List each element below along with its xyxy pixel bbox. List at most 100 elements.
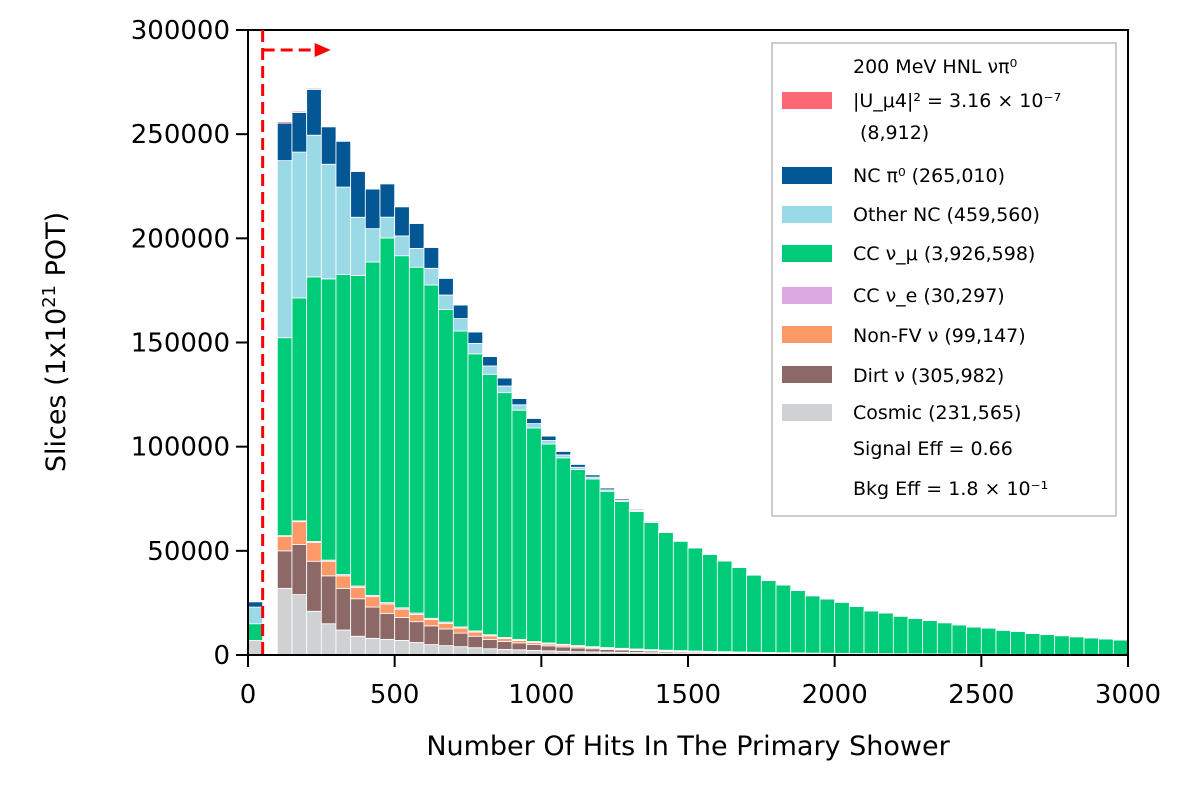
bar-cc-nu-mu-bin-43 bbox=[878, 612, 894, 655]
legend-signal-title: 200 MeV HNL νπ⁰ bbox=[853, 56, 1017, 78]
x-tick-label-0: 0 bbox=[240, 680, 257, 710]
bar-cc-nu-mu-bin-34 bbox=[746, 574, 762, 653]
legend: 200 MeV HNL νπ⁰ |U_μ4|² = 3.16 × 10⁻⁷ (8… bbox=[771, 42, 1117, 517]
bar-nc-pi0-bin-17 bbox=[496, 377, 513, 387]
bar-cc-nu-mu-bin-9 bbox=[379, 237, 396, 603]
bar-cosmic-bin-8 bbox=[364, 637, 381, 656]
bar-other-nc-bin-15 bbox=[467, 343, 484, 355]
bar-cosmic-bin-9 bbox=[379, 638, 396, 656]
bar-dirt-bin-8 bbox=[364, 606, 381, 639]
bar-non-fv-bin-4 bbox=[306, 542, 322, 562]
bar-cc-nu-mu-bin-26 bbox=[628, 511, 645, 650]
y-tick-label-0: 0 bbox=[213, 641, 230, 671]
bar-cc-nu-mu-bin-31 bbox=[702, 554, 718, 652]
bar-other-nc-bin-10 bbox=[394, 235, 410, 257]
bar-cc-nu-mu-bin-37 bbox=[790, 590, 806, 654]
bar-nc-pi0-bin-13 bbox=[438, 277, 454, 296]
x-tick-label-3: 1500 bbox=[655, 680, 721, 710]
bar-cc-nu-mu-bin-5 bbox=[320, 278, 337, 561]
bar-cc-nu-mu-bin-18 bbox=[511, 409, 528, 640]
bar-other-nc-bin-8 bbox=[364, 228, 381, 263]
bar-signal-hnl-bin-8 bbox=[364, 188, 381, 190]
bar-cc-nu-mu-bin-19 bbox=[526, 427, 542, 642]
bar-dirt-bin-23 bbox=[584, 648, 601, 653]
bar-cosmic-bin-10 bbox=[394, 640, 410, 656]
bar-cc-nu-mu-bin-2 bbox=[276, 337, 293, 537]
bar-signal-hnl-bin-6 bbox=[335, 140, 352, 142]
bar-signal-hnl-bin-2 bbox=[276, 121, 293, 124]
bar-dirt-bin-3 bbox=[291, 544, 308, 595]
legend-label-cc-numu: CC ν_μ (3,926,598) bbox=[853, 243, 1035, 265]
bar-non-fv-bin-9 bbox=[379, 603, 396, 614]
bar-cc-nu-mu-bin-30 bbox=[687, 547, 704, 652]
selection-cut bbox=[261, 30, 331, 655]
bar-cc-nu-mu-bin-24 bbox=[599, 490, 616, 648]
bar-cc-nu-mu-bin-17 bbox=[496, 392, 513, 638]
bar-other-nc-bin-4 bbox=[306, 134, 322, 278]
bar-cosmic-bin-3 bbox=[291, 594, 308, 656]
bar-cc-nu-mu-bin-12 bbox=[423, 284, 440, 619]
bar-cc-nu-mu-bin-13 bbox=[438, 309, 454, 623]
bar-cc-nu-mu-bin-55 bbox=[1054, 635, 1070, 655]
bar-cc-nu-mu-bin-29 bbox=[672, 540, 689, 652]
bar-other-nc-bin-3 bbox=[291, 151, 308, 299]
cut-arrow-head bbox=[314, 43, 331, 57]
bar-nc-pi0-bin-0 bbox=[247, 601, 264, 608]
x-tick-label-1: 500 bbox=[370, 680, 420, 710]
bar-cc-nu-mu-bin-54 bbox=[1039, 634, 1056, 655]
bar-dirt-bin-16 bbox=[482, 638, 498, 650]
bar-cc-nu-mu-bin-40 bbox=[834, 601, 850, 654]
bar-cc-nu-mu-bin-39 bbox=[819, 598, 836, 654]
x-tick-label-2: 1000 bbox=[508, 680, 574, 710]
bar-cc-nu-mu-bin-11 bbox=[408, 266, 425, 614]
bar-cc-nu-mu-bin-16 bbox=[482, 373, 498, 636]
y-tick-label-4: 200000 bbox=[131, 224, 230, 254]
bar-cc-nu-mu-bin-49 bbox=[966, 626, 982, 655]
bar-cc-nu-mu-bin-22 bbox=[570, 469, 586, 646]
legend-swatch-dirt bbox=[782, 366, 832, 383]
bar-other-nc-bin-6 bbox=[335, 186, 352, 275]
x-tick-label-4: 2000 bbox=[802, 680, 868, 710]
bar-cc-nu-mu-bin-38 bbox=[804, 595, 821, 654]
bar-non-fv-bin-10 bbox=[394, 608, 410, 618]
bar-cc-nu-mu-bin-57 bbox=[1083, 637, 1100, 655]
bar-nc-pi0-bin-19 bbox=[526, 417, 542, 424]
bar-non-fv-bin-17 bbox=[496, 638, 513, 642]
bar-cc-nu-mu-bin-33 bbox=[731, 567, 748, 653]
bar-non-fv-bin-8 bbox=[364, 596, 381, 608]
bar-dirt-bin-12 bbox=[423, 625, 440, 645]
bar-other-nc-bin-17 bbox=[496, 385, 513, 394]
bar-non-fv-bin-13 bbox=[438, 622, 454, 630]
bar-nc-pi0-bin-5 bbox=[320, 126, 337, 165]
bar-nc-pi0-bin-14 bbox=[452, 304, 469, 319]
bar-nc-pi0-bin-9 bbox=[379, 183, 396, 218]
bar-cc-nu-mu-bin-51 bbox=[995, 629, 1012, 655]
bar-cc-nu-mu-bin-28 bbox=[658, 532, 674, 651]
bar-nc-pi0-bin-3 bbox=[291, 112, 308, 153]
legend-label-non-fv: Non-FV ν (99,147) bbox=[853, 325, 1026, 347]
histogram-bars bbox=[247, 87, 1129, 656]
bar-other-nc-bin-13 bbox=[438, 294, 454, 310]
legend-signal-count: (8,912) bbox=[860, 122, 929, 144]
legend-box bbox=[771, 42, 1117, 517]
bar-cosmic-bin-7 bbox=[350, 635, 366, 656]
legend-label-cosmic: Cosmic (231,565) bbox=[853, 402, 1021, 424]
bar-cc-nu-mu-bin-53 bbox=[1024, 633, 1041, 655]
bar-nc-pi0-bin-22 bbox=[570, 463, 586, 468]
bar-dirt-bin-13 bbox=[438, 628, 454, 647]
legend-label-cc-nue: CC ν_e (30,297) bbox=[853, 285, 1005, 307]
bar-other-nc-bin-16 bbox=[482, 365, 498, 375]
bar-cc-nu-mu-bin-20 bbox=[540, 443, 557, 644]
bar-cosmic-bin-11 bbox=[408, 642, 425, 656]
bar-cc-nu-mu-bin-41 bbox=[848, 606, 865, 654]
legend-background-efficiency: Bkg Eff = 1.8 × 10⁻¹ bbox=[853, 478, 1048, 500]
bar-nc-pi0-bin-16 bbox=[482, 356, 498, 367]
bar-dirt-bin-6 bbox=[335, 587, 352, 631]
bar-cosmic-bin-13 bbox=[438, 645, 454, 656]
bar-other-nc-bin-19 bbox=[526, 423, 542, 429]
bar-nc-pi0-bin-15 bbox=[467, 331, 484, 344]
bar-cc-nu-mu-bin-3 bbox=[291, 297, 308, 522]
bar-dirt-bin-14 bbox=[452, 632, 469, 648]
bar-cc-nu-mu-bin-25 bbox=[614, 501, 630, 649]
